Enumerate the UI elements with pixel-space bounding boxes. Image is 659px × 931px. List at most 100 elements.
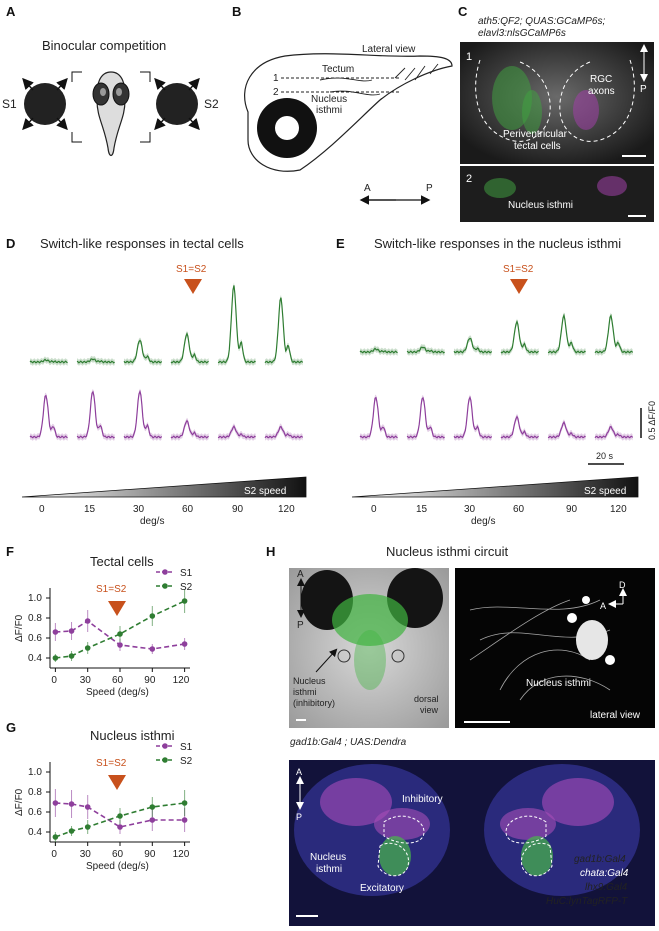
y-axis-label: ΔF/F0: [14, 788, 25, 816]
rgc-label-2: axons: [588, 86, 615, 97]
panel-e-marker-label: S1=S2: [503, 264, 534, 275]
data-point-s1: [117, 642, 123, 648]
plane-1-label: 1: [273, 73, 279, 84]
traces-panel-d: [29, 282, 304, 441]
panel-e-letter: E: [336, 236, 345, 251]
panel-e-marker-triangle: [510, 279, 528, 294]
larva-lens: [275, 116, 299, 140]
axis-p-label-h: P: [297, 620, 304, 631]
y-tick-label: 0.8: [28, 613, 42, 624]
x-tick-label: 0: [51, 675, 57, 686]
trace-purple: [29, 394, 68, 439]
trace-purple: [406, 396, 445, 439]
trace-green: [217, 285, 256, 364]
stimulus-s2-label: S2: [204, 97, 219, 111]
data-point-s1: [52, 800, 59, 806]
speed-unit-d: deg/s: [140, 516, 164, 527]
stimulus-s2-disc: [156, 83, 198, 125]
lateral-view-label: Lateral view: [362, 44, 416, 55]
panel-h-letter: H: [266, 544, 275, 559]
data-point-s2: [117, 631, 123, 637]
axis-p-label: P: [426, 183, 433, 194]
genotype-h: gad1b:Gal4 ; UAS:Dendra: [290, 737, 407, 748]
panel-c: C ath5:QF2; QUAS:GCaMP6s; elavl3:nlsGCaM…: [458, 4, 654, 222]
data-point-s2: [181, 800, 188, 806]
y-tick-label: 1.0: [28, 767, 42, 778]
data-point-s2: [181, 598, 188, 604]
trace-green: [500, 319, 539, 354]
trace-purple: [264, 425, 304, 439]
panel-b-letter: B: [232, 4, 241, 19]
panel-f-letter: F: [6, 544, 14, 559]
y-tick-label: 0.4: [28, 827, 42, 838]
trace-green: [359, 347, 398, 354]
legend-label: S2: [180, 756, 193, 767]
y-tick-label: 0.8: [28, 787, 42, 798]
y-tick-label: 0.4: [28, 653, 42, 664]
data-point-s2: [84, 645, 91, 651]
speed-tick-d-0: 0: [39, 504, 45, 515]
panel-g-letter: G: [6, 720, 16, 735]
axis-p-label-i: P: [296, 812, 302, 822]
panel-e-title: Switch-like responses in the nucleus ist…: [374, 236, 621, 251]
speed-ramp-d-wedge: [21, 476, 307, 498]
speed-ramp-e-label: S2 speed: [584, 486, 626, 497]
x-tick-label: 60: [112, 675, 124, 686]
tectum-label: Tectum: [322, 64, 354, 75]
legend-chata: chata:Gal4: [580, 868, 629, 879]
panel-c-letter: C: [458, 4, 468, 19]
trace-green: [453, 337, 493, 354]
excitatory-label: Excitatory: [360, 883, 404, 894]
magenta-right-tectum: [573, 90, 599, 130]
speed-tick-e-60: 60: [513, 504, 525, 515]
legend-label: S1: [180, 568, 193, 579]
data-point-s2: [68, 828, 75, 834]
y-tick-label: 0.6: [28, 633, 42, 644]
series-line-s1: [55, 620, 185, 650]
panel-h: H Nucleus isthmi circuit A P Nucleus ist…: [266, 544, 655, 748]
dorsal-view-label-2: view: [420, 705, 439, 715]
speed-tick-e-90: 90: [566, 504, 578, 515]
trace-purple: [594, 425, 634, 439]
panel-h-title: Nucleus isthmi circuit: [386, 544, 508, 559]
trace-green: [170, 332, 209, 364]
panel-a-letter: A: [6, 4, 16, 19]
series-line-s1: [55, 802, 185, 828]
trace-green: [547, 313, 586, 354]
panel-f-marker-triangle: [108, 601, 126, 616]
micrograph-lateral: [455, 568, 655, 728]
speed-tick-e-120: 120: [610, 504, 627, 515]
ni-label-i-1: Nucleus: [310, 852, 346, 863]
x-tick-label: 30: [80, 675, 92, 686]
fish-dorsal-icon: [92, 71, 130, 157]
nucleus-isthmi-label-c: Nucleus isthmi: [508, 200, 573, 211]
speed-tick-d-120: 120: [278, 504, 295, 515]
chart-nucleus-isthmi: Nucleus isthmi 0.4 0.6 0.8 1.0 0 30 60 90 120 Spee…: [14, 728, 193, 872]
trace-purple: [217, 424, 256, 439]
y-tick-label: 1.0: [28, 593, 42, 604]
y-tick-label: 0.6: [28, 807, 42, 818]
legend-gad1b: gad1b:Gal4: [574, 854, 626, 865]
axis-d-label-h: D: [619, 580, 626, 590]
speed-tick-d-90: 90: [232, 504, 244, 515]
data-point-s2: [52, 655, 59, 661]
legend-lhx9: lhx9:Gal4: [585, 882, 628, 893]
stimulus-s2-arrows: [154, 77, 200, 131]
x-tick-label: 90: [144, 849, 156, 860]
data-point-s1: [68, 628, 75, 634]
data-point-s1: [84, 804, 91, 810]
speed-tick-d-30: 30: [133, 504, 145, 515]
panel-b: B 1 2 Lateral view Tectum Nucleus isthmi…: [232, 4, 453, 205]
lateral-view-label-h: lateral view: [590, 710, 641, 721]
trace-purple: [123, 389, 163, 439]
data-point-s1: [52, 629, 59, 635]
x-tick-label: 120: [173, 849, 190, 860]
panel-d-marker-label: S1=S2: [176, 264, 207, 275]
x-tick-label: 30: [80, 849, 92, 860]
trace-purple: [453, 395, 493, 439]
trace-purple: [170, 419, 209, 439]
nucleus-label-1: Nucleus: [311, 94, 347, 105]
lateral-ni-cluster: [576, 620, 608, 660]
data-point-s2: [84, 824, 91, 830]
